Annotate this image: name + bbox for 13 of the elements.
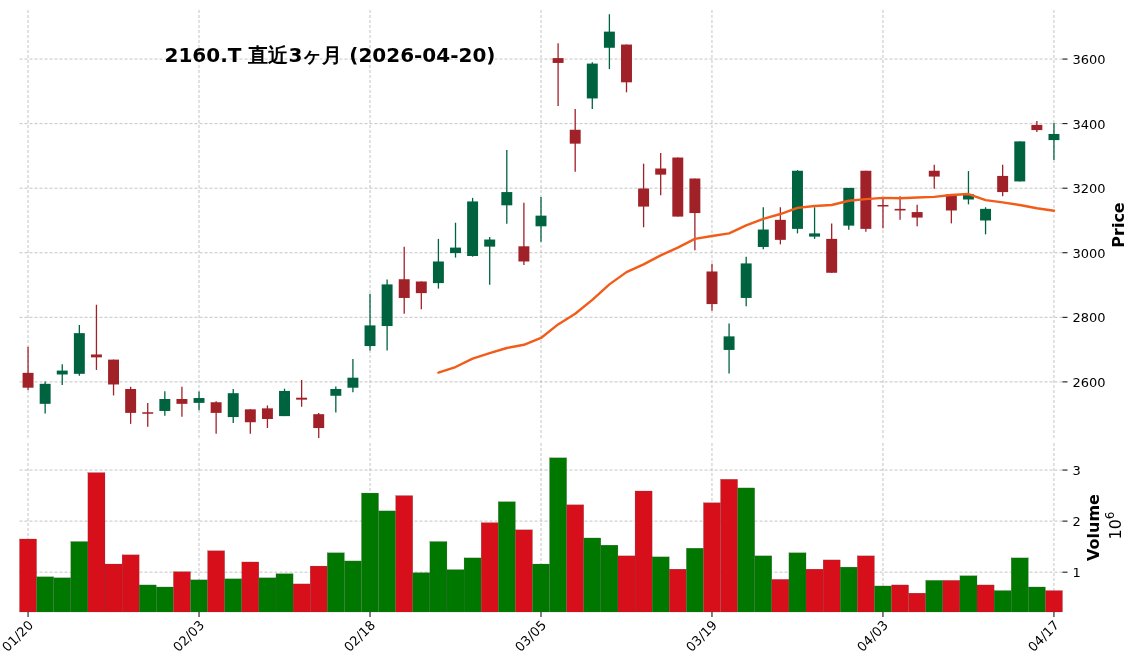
y-tick-label: 1 xyxy=(1072,565,1081,581)
y-tick-label: 2800 xyxy=(1072,310,1106,326)
y-tick-label: 3 xyxy=(1072,463,1081,479)
y-tick-label: 2 xyxy=(1072,514,1081,530)
y-tick-label: 3000 xyxy=(1072,245,1106,261)
y-tick-label: 3200 xyxy=(1072,181,1106,197)
text: 2160.T 直近3ヶ月 (2026-04-20) xyxy=(164,43,496,67)
y-axis-title: Price xyxy=(1109,202,1128,248)
y-tick-label: 3400 xyxy=(1072,116,1106,132)
y-tick-label: 2600 xyxy=(1072,374,1106,390)
y-axis-title: Volume xyxy=(1084,493,1103,561)
y-tick-label: 3600 xyxy=(1072,52,1106,68)
line-series xyxy=(437,192,1056,374)
